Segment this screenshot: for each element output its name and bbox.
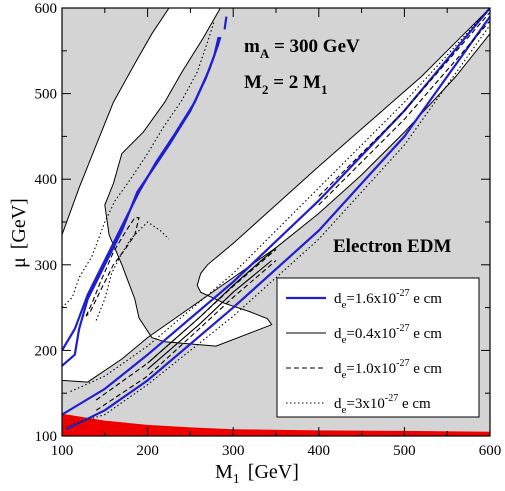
- y-tick-label: 400: [35, 172, 58, 188]
- x-axis-title-main: M: [215, 461, 233, 483]
- contour-black-diag-1: [147, 260, 273, 370]
- legend-box: [276, 277, 480, 418]
- y-tick-label: 200: [35, 343, 58, 359]
- legend-entry-mid: =1.0x10: [346, 361, 396, 377]
- legend-entry-post: e cm: [398, 396, 431, 412]
- legend-entry: de=3x10-27 e cm: [334, 393, 431, 416]
- x-tick-label: 300: [222, 443, 245, 459]
- annotation-ma-rest: = 300 GeV: [269, 36, 360, 57]
- legend-entry-pre: d: [334, 396, 342, 412]
- y-tick-label: 600: [35, 1, 58, 17]
- legend-entry-pre: d: [334, 291, 342, 307]
- legend-entry-sub: e: [342, 299, 347, 311]
- contour-dashed-diag-1: [95, 260, 277, 411]
- x-tick-label: 200: [136, 443, 159, 459]
- legend-entry: de=0.4x10-27 e cm: [334, 323, 442, 346]
- annotation-m2-main: M: [244, 72, 262, 93]
- legend-entry-mid: =1.6x10: [346, 291, 396, 307]
- y-tick-label: 100: [35, 429, 58, 445]
- y-axis-title-unit: [GeV]: [8, 198, 30, 249]
- annotation-ma-main: m: [244, 36, 260, 57]
- contour-dashed-diag-4: [318, 20, 490, 206]
- contour-blue-right: [62, 36, 222, 351]
- x-tick-label: 400: [308, 443, 331, 459]
- red-exclusion-band: [62, 413, 490, 436]
- plot-area: [62, 8, 490, 436]
- contour-blue-small: [223, 16, 228, 30]
- x-axis-title-unit: [GeV]: [248, 461, 299, 483]
- legend-entry: de=1.0x10-27 e cm: [334, 358, 442, 381]
- annotation-m2-sub2: 1: [321, 82, 328, 97]
- legend-entry-sup: -27: [396, 323, 409, 334]
- legend-entry-sup: -27: [385, 393, 398, 404]
- legend-entry-sub: e: [342, 334, 347, 346]
- legend-entry-sup: -27: [396, 288, 409, 299]
- legend-entry-pre: d: [334, 361, 342, 377]
- legend-entry-pre: d: [334, 326, 342, 342]
- contour-dashed-loop: [85, 217, 140, 317]
- y-axis-title-main: μ: [8, 257, 30, 268]
- y-axis-title: μ [GeV]: [8, 198, 30, 268]
- x-tick-label: 600: [479, 443, 502, 459]
- y-tick-label: 300: [35, 258, 58, 274]
- contour-dotted-diag-upper: [70, 8, 490, 393]
- contour-black-diag-2: [147, 247, 277, 364]
- contour-dotted-diag-lower: [62, 24, 490, 428]
- legend-entry-sup: -27: [396, 358, 409, 369]
- x-axis-title-sub: 1: [233, 472, 240, 487]
- annotation-ma-sub: A: [260, 46, 270, 61]
- contour-dotted-inner: [95, 221, 170, 321]
- contour-layer: [62, 8, 490, 431]
- annotation-m2-sub: 2: [262, 82, 269, 97]
- contour-dotted-outer: [62, 20, 215, 308]
- y-tick-label: 500: [35, 87, 58, 103]
- legend-entry-post: e cm: [409, 361, 442, 377]
- legend-entry-sub: e: [342, 369, 347, 381]
- x-tick-label: 500: [393, 443, 416, 459]
- legend-entry-post: e cm: [409, 291, 442, 307]
- legend-entry-mid: =3x10: [346, 396, 384, 412]
- allowed-region: [62, 8, 490, 383]
- contour-blue-diag-1: [65, 15, 490, 431]
- contour-dashed-diag-3: [318, 11, 490, 197]
- legend-entry-mid: =0.4x10: [346, 326, 396, 342]
- x-tick-label: 100: [51, 443, 74, 459]
- annotation-m2-rest: = 2 M: [268, 72, 321, 93]
- x-axis-title: M1 [GeV]: [215, 461, 299, 487]
- legend-entry-sub: e: [342, 404, 347, 416]
- legend-entry: de=1.6x10-27 e cm: [334, 288, 442, 311]
- legend-entry-post: e cm: [409, 326, 442, 342]
- axis-ticks: 100 200 300 400 500 600 100 200 300 400 500 600: [35, 1, 502, 459]
- panel-label: Electron EDM: [333, 236, 451, 257]
- annotation-m2: M2 = 2 M1: [244, 72, 327, 97]
- annotation-ma: mA = 300 GeV: [244, 36, 360, 61]
